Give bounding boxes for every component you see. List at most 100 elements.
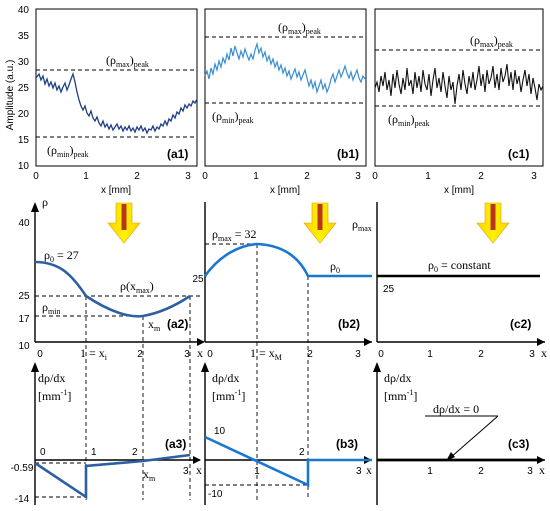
- c1-x-tick-2: 2: [478, 171, 484, 182]
- c2-panel-label: (c2): [510, 317, 531, 331]
- a2-x-tick-2: 2: [137, 349, 143, 360]
- c3-derivative-label: dρ/dx = 0: [433, 402, 479, 416]
- a3-panel-label: (a3): [165, 437, 186, 451]
- c2-x-tick-0: 0: [378, 349, 384, 360]
- a3-tick-059: -0.59: [11, 463, 34, 474]
- a3-xm-label: xm: [143, 467, 156, 483]
- b1-x-axis-label: x [mm]: [270, 185, 300, 196]
- signal-c1: [374, 63, 544, 105]
- b3-y-unit: [mm-1]: [212, 388, 245, 403]
- panel-c1: (ρmax)peak (ρmin)peak (c1) 0 1 2 3 x [mm…: [372, 8, 544, 196]
- y-tick-10: 10: [18, 161, 30, 172]
- y-tick-35: 35: [18, 31, 30, 42]
- b2-x-tick-0: 0: [207, 349, 213, 360]
- a3-derivative-curve: [34, 453, 191, 500]
- a1-x-tick-1: 1: [83, 171, 89, 182]
- a2-tick-25: 25: [18, 291, 30, 302]
- panel-a3: dρ/dx [mm-1] -0.59 -14 0 1 2 3 x xm (a3): [11, 362, 202, 505]
- a2-tick-17: 17: [18, 314, 30, 325]
- a2-xm-label: xm: [148, 317, 161, 333]
- b3-panel-label: (b3): [336, 437, 358, 451]
- b2-rho-max-axis-label: ρmax: [352, 217, 372, 233]
- b3-tick-10: 10: [214, 426, 226, 437]
- panel-c3: dρ/dx [mm-1] dρ/dx = 0 1 2 3 x (c3): [373, 362, 545, 505]
- c1-x-tick-3: 3: [531, 171, 537, 182]
- c3-x-axis-label: x: [539, 463, 545, 477]
- signal-a1: [35, 71, 198, 135]
- a1-min-peak-label: (ρmin)peak: [47, 143, 89, 159]
- panel-b2: ρmax 25 ρmax = 32 ρ0 (b2) 0 1 = xM 2 3: [192, 202, 372, 500]
- down-arrow-icon: [476, 202, 510, 244]
- a3-y-label: dρ/dx: [38, 371, 65, 385]
- amplitude-axis-label: Amplitude (a.u.): [5, 60, 16, 131]
- panel-a2: ρ 40 25 17 10 ρ0 = 27 ρ(xmax) ρmin xm (a…: [18, 195, 205, 500]
- b2-tick-25: 25: [192, 274, 204, 285]
- a3-x-tick-3: 3: [183, 466, 189, 477]
- b1-x-tick-3: 3: [355, 171, 361, 182]
- c3-panel-label: (c3): [508, 437, 529, 451]
- down-arrow-icon: [303, 202, 337, 244]
- b2-x-tick-3: 3: [355, 349, 361, 360]
- c3-y-label: dρ/dx: [384, 371, 411, 385]
- b3-x-tick-3: 3: [356, 466, 362, 477]
- b1-x-tick-0: 0: [202, 171, 208, 182]
- c1-x-tick-1: 1: [425, 171, 431, 182]
- a2-x-axis-label: x: [197, 346, 203, 360]
- panel-c2: ρ0 = constant 25 (c2) 0 1 2 3 x: [376, 202, 547, 360]
- c1-x-tick-0: 0: [372, 171, 378, 182]
- a2-tick-40: 40: [18, 218, 30, 229]
- b3-x-tick-1: 1: [254, 466, 260, 477]
- a1-x-tick-3: 3: [185, 171, 191, 182]
- a1-x-tick-0: 0: [33, 171, 39, 182]
- b1-panel-label: (b1): [337, 147, 359, 161]
- b3-x-tick-2: 2: [299, 447, 305, 458]
- a2-rho-min-label: ρmin: [42, 300, 60, 316]
- a2-rho-xmax-label: ρ(xmax): [120, 279, 154, 295]
- b3-tick-m10: -10: [208, 489, 223, 500]
- b2-x-tick-2: 2: [307, 349, 313, 360]
- a2-panel-label: (a2): [167, 317, 188, 331]
- b1-min-peak-label: (ρmin)peak: [212, 109, 254, 125]
- c2-x-tick-1: 1: [427, 349, 433, 360]
- signal-b1: [204, 41, 367, 95]
- a1-x-tick-2: 2: [134, 171, 140, 182]
- a2-tick-10: 10: [18, 341, 30, 352]
- b2-density-curve: [203, 242, 372, 278]
- y-tick-30: 30: [18, 57, 30, 68]
- c2-x-axis-label: x: [541, 346, 547, 360]
- y-tick-20: 20: [18, 109, 30, 120]
- b1-max-peak-label: (ρmax)peak: [278, 20, 321, 36]
- a3-x-tick-1: 1: [91, 447, 97, 458]
- b3-x-axis-label: x: [366, 463, 372, 477]
- b1-x-tick-2: 2: [304, 171, 310, 182]
- a3-tick-14: -14: [15, 494, 30, 505]
- c2-constant-label: ρ0 = constant: [428, 258, 491, 274]
- c3-x-tick-3: 3: [527, 466, 533, 477]
- b2-panel-label: (b2): [338, 317, 360, 331]
- a2-x-tick-0: 0: [37, 349, 43, 360]
- a3-y-unit: [mm-1]: [38, 388, 71, 403]
- panel-a1: (ρmax)peak (ρmin)peak (a1) 0 1 2 3 x [mm…: [33, 8, 198, 196]
- a1-max-peak-label: (ρmax)peak: [106, 53, 149, 69]
- a2-rho0-label: ρ0 = 27: [44, 248, 79, 264]
- b3-derivative-curve: [204, 435, 372, 488]
- c2-x-tick-3: 3: [529, 349, 535, 360]
- a2-density-curve: [34, 260, 191, 318]
- down-arrow-icon: [107, 202, 141, 244]
- a1-panel-label: (a1): [167, 147, 188, 161]
- a3-x-tick-0: 0: [40, 447, 46, 458]
- c1-min-peak-label: (ρmin)peak: [388, 112, 430, 128]
- a1-x-axis-label: x [mm]: [101, 185, 131, 196]
- b1-x-tick-1: 1: [253, 171, 259, 182]
- c1-x-axis-label: x [mm]: [444, 185, 474, 196]
- panel-b1: (ρmax)peak (ρmin)peak (b1) 0 1 2 3 x [mm…: [202, 8, 367, 196]
- c3-x-tick-1: 1: [427, 466, 433, 477]
- c2-x-tick-2: 2: [478, 349, 484, 360]
- y-tick-15: 15: [18, 135, 30, 146]
- y-tick-40: 40: [18, 5, 30, 16]
- b2-xM-label: 1 = xM: [250, 346, 282, 362]
- b2-rho0-label: ρ0: [330, 259, 340, 275]
- c1-max-peak-label: (ρmax)peak: [470, 33, 513, 49]
- a3-x-tick-2: 2: [132, 447, 138, 458]
